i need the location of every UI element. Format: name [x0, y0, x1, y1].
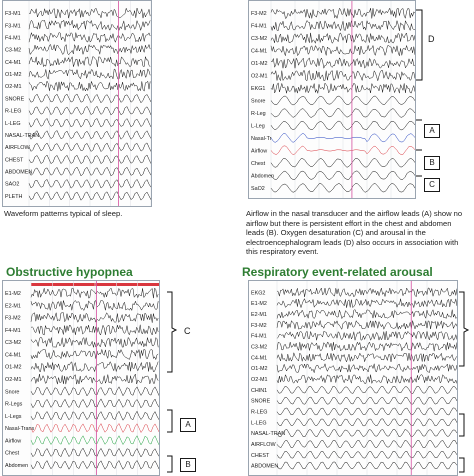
channel-label: F4-M1 — [251, 24, 267, 30]
rera-title: Respiratory event-related arousal — [242, 265, 433, 279]
channel-label: R-LEG — [251, 409, 267, 415]
channel-label: SNORE — [251, 399, 271, 405]
channel-label: F3-M2 — [5, 316, 21, 322]
channel-label: Snore — [5, 389, 19, 395]
channel-label: R-Leg — [251, 111, 266, 117]
channel-label: C4-M1 — [5, 60, 21, 66]
channel-label: E2-M1 — [5, 303, 21, 309]
top-right-caption: Airflow in the nasal transducer and the … — [246, 209, 463, 257]
channel-label: Snore — [251, 99, 265, 105]
channel-label: PLETH — [5, 194, 22, 200]
channel-label: Nasal-Trans — [5, 426, 34, 432]
channel-label: L-Legs — [5, 414, 22, 420]
obstructive-hypopnea-title: Obstructive hypopnea — [6, 265, 133, 279]
br-brackets — [459, 291, 470, 473]
channel-label: O1-M2 — [5, 365, 21, 371]
channel-label: EKG2 — [251, 290, 265, 296]
channel-label: Abdomen — [251, 173, 274, 179]
channel-label: O1-M2 — [251, 366, 267, 372]
channel-label: Airflow — [5, 438, 21, 444]
channel-label: Chest — [5, 451, 20, 457]
channel-label: L-LEG — [251, 420, 267, 426]
channel-label: L-Leg — [251, 123, 265, 129]
marker-a: A — [424, 124, 440, 138]
channel-label: O2-M1 — [251, 74, 267, 80]
channel-label: F3-M1 — [5, 23, 21, 29]
bl-marker-a: A — [180, 418, 196, 432]
channel-label: E1-M2 — [251, 301, 267, 307]
marker-d: D — [428, 34, 435, 44]
channel-label: O2-M1 — [251, 377, 267, 383]
hypopnea-trace-graphic: E1-M2 E2-M1 F3-M2 F4-M1 C3-M2 C4-M1 O1-M2 O2-M1… — [5, 281, 159, 475]
channel-label: AIRFLOW — [5, 145, 30, 151]
channel-label: C3-M2 — [5, 48, 21, 54]
channel-label: SNORE — [5, 96, 25, 102]
channel-label: C3-M2 — [251, 36, 267, 42]
channel-label: C4-M1 — [251, 49, 267, 55]
channel-label: R-Legs — [5, 402, 23, 408]
channel-label: F3-M1 — [5, 11, 21, 17]
channel-label: L-LEG — [5, 121, 21, 127]
channel-label: AIRFLOW — [251, 442, 276, 448]
channel-label: O1-M2 — [5, 72, 21, 78]
channel-label: F4-M1 — [5, 35, 21, 41]
channel-label: O2-M1 — [5, 377, 21, 383]
top-left-polysomnogram: F3-M1 F3-M1 F4-M1 C3-M2 C4-M1 O1-M2 O2-M1 SNORE… — [2, 0, 152, 207]
channel-label: C4-M1 — [5, 352, 21, 358]
channel-label: EKG1 — [251, 86, 265, 92]
channel-label: F3-M2 — [251, 11, 267, 17]
channel-label: F3-M2 — [251, 323, 267, 329]
channel-label: F4-M1 — [5, 328, 21, 334]
marker-c: C — [424, 178, 440, 192]
top-right-polysomnogram: F3-M2 F4-M1 C3-M2 C4-M1 O1-M2 O2-M1 EKG1 Snore R… — [248, 0, 416, 199]
bl-marker-b: B — [180, 458, 196, 472]
channel-label: Airflow — [251, 148, 267, 154]
marker-b: B — [424, 156, 440, 170]
channel-label: SaO2 — [251, 186, 265, 192]
channel-label: F4-M1 — [251, 334, 267, 340]
channel-label: Abdomen — [5, 463, 28, 469]
central-apnea-trace-graphic: F3-M2 F4-M1 C3-M2 C4-M1 O1-M2 O2-M1 EKG1 Snore R… — [251, 1, 415, 198]
top-left-caption: Waveform patterns typical of sleep. — [4, 209, 123, 218]
channel-label: ABDOMEN — [251, 464, 278, 470]
channel-label: O2-M1 — [5, 84, 21, 90]
channel-label: C3-M2 — [251, 345, 267, 351]
channel-label: E1-M2 — [5, 291, 21, 297]
channel-label: Chest — [251, 161, 266, 167]
channel-label: R-LEG — [5, 109, 21, 115]
channel-label: SAO2 — [5, 182, 19, 188]
channel-label: NASAL-TRAN — [251, 431, 285, 437]
channel-label: C3-M2 — [5, 340, 21, 346]
channel-label: O1-M2 — [251, 61, 267, 67]
channel-label: E2-M1 — [251, 312, 267, 318]
channel-label: CHEST — [5, 157, 24, 163]
channel-label: C4-M1 — [251, 355, 267, 361]
bracket-lines — [416, 9, 423, 177]
bl-brackets — [167, 291, 178, 473]
channel-label: NASAL-TRAN — [5, 133, 39, 139]
channel-label: CHEST — [251, 453, 270, 459]
channel-label: ABDOMEN — [5, 170, 32, 176]
bl-marker-c: C — [184, 326, 191, 336]
bottom-right-polysomnogram: EKG2 E1-M2 E2-M1 F3-M2 F4-M1 C3-M2 C4-M1 O1-M2 O… — [248, 280, 458, 476]
rera-trace-graphic: EKG2 E1-M2 E2-M1 F3-M2 F4-M1 C3-M2 C4-M1 O1-M2 O… — [251, 281, 457, 475]
eeg-trace-graphic: F3-M1 F3-M1 F4-M1 C3-M2 C4-M1 O1-M2 O2-M1 SNORE… — [5, 1, 151, 206]
bottom-left-polysomnogram: E1-M2 E2-M1 F3-M2 F4-M1 C3-M2 C4-M1 O1-M2 O2-M1… — [2, 280, 160, 476]
channel-label: Nasal-Tr — [251, 136, 272, 142]
channel-label: CHIN1 — [251, 388, 267, 394]
